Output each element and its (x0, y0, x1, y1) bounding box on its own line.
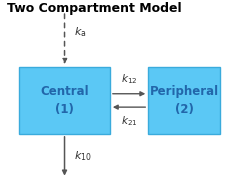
Text: Two Compartment Model: Two Compartment Model (7, 2, 182, 15)
Text: $k_{10}$: $k_{10}$ (74, 149, 92, 163)
Text: Central
(1): Central (1) (40, 85, 89, 116)
Bar (19, 67, 110, 134)
Text: $k_\mathrm{a}$: $k_\mathrm{a}$ (74, 25, 87, 39)
Text: Peripheral
(2): Peripheral (2) (149, 85, 219, 116)
Text: $k_{12}$: $k_{12}$ (121, 73, 137, 86)
Bar (148, 67, 220, 134)
Text: $k_{21}$: $k_{21}$ (121, 115, 137, 128)
